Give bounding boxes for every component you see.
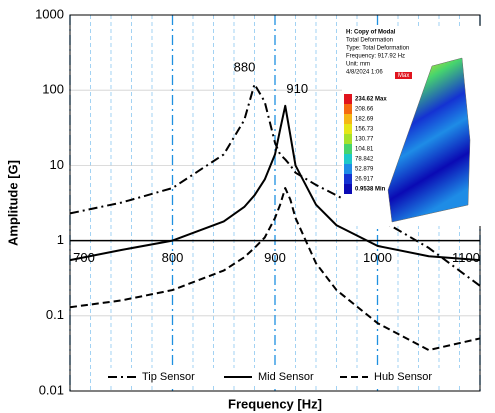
y-tick-label: 0.1 [46,307,64,322]
y-axis-label: Amplitude [G] [5,160,20,246]
inset-swatch [344,184,352,194]
chart: Amplitude [G] Frequency [Hz] 70080090010… [0,0,495,413]
x-tick-label: 900 [264,250,286,265]
y-tick-label: 10 [50,157,64,172]
annotation: 910 [286,81,308,96]
inset-legend-label: 234.62 Max [355,97,387,103]
y-tick-label: 0.01 [39,382,64,397]
x-tick-label: 1000 [363,250,392,265]
legend-label: Hub Sensor [374,371,432,383]
annotation: 880 [234,60,256,75]
inset-legend-label: 182.69 [355,117,374,123]
inset-text: H: Copy of Modal [346,30,396,36]
legend-label: Mid Sensor [258,371,314,383]
inset-legend-label: 0.9538 Min [355,187,386,193]
inset-legend-label: 26.917 [355,177,374,183]
inset-legend-label: 78.842 [355,157,374,163]
x-axis-label: Frequency [Hz] [228,396,322,411]
max-tag: Max [398,73,409,79]
inset-legend-label: 130.77 [355,137,374,143]
inset-swatch [344,154,352,164]
inset-swatch [344,94,352,104]
inset-swatch [344,124,352,134]
inset-text: Unit: mm [346,62,370,68]
inset-legend-label: 208.66 [355,107,374,113]
legend-label: Tip Sensor [142,371,195,383]
y-tick-label: 1 [57,232,64,247]
y-tick-label: 100 [42,82,64,97]
inset: H: Copy of Modal Total Deformation Type: T… [342,26,482,226]
inset-swatch [344,144,352,154]
inset-swatch [344,174,352,184]
inset-legend-label: 104.81 [355,147,374,153]
inset-legend-label: 156.73 [355,127,374,133]
inset-swatch [344,104,352,114]
inset-text: Frequency: 917.92 Hz [346,54,405,60]
inset-legend-label: 52.879 [355,167,374,173]
inset-text: 4/8/2024 1:06 [346,70,383,76]
y-tick-label: 1000 [35,6,64,21]
inset-swatch [344,114,352,124]
inset-text: Type: Total Deformation [346,46,409,52]
inset-text: Total Deformation [346,38,393,44]
x-tick-label: 800 [162,250,184,265]
inset-swatch [344,134,352,144]
inset-swatch [344,164,352,174]
